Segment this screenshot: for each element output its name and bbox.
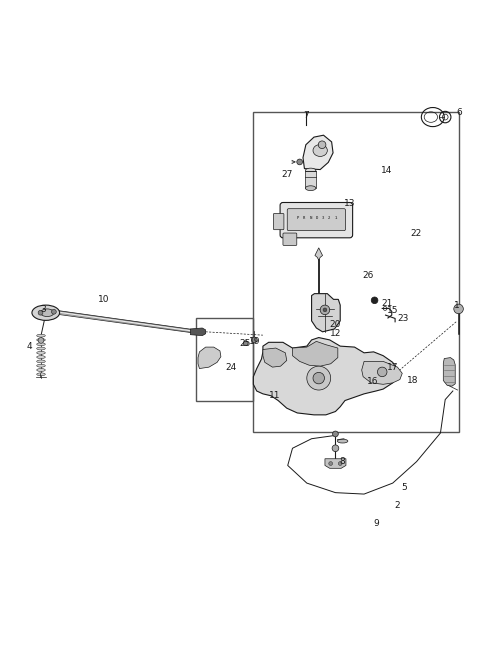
Text: 3: 3: [40, 305, 46, 314]
Ellipse shape: [305, 168, 316, 173]
Polygon shape: [303, 135, 333, 169]
Text: 12: 12: [330, 329, 341, 338]
Text: 3: 3: [322, 216, 324, 220]
FancyBboxPatch shape: [287, 209, 346, 231]
Circle shape: [297, 159, 302, 165]
Circle shape: [252, 337, 257, 343]
Ellipse shape: [36, 347, 45, 350]
Text: 19: 19: [249, 337, 260, 346]
Ellipse shape: [36, 338, 45, 341]
Polygon shape: [253, 338, 397, 415]
Ellipse shape: [313, 144, 327, 156]
FancyBboxPatch shape: [274, 213, 284, 230]
Polygon shape: [444, 358, 455, 386]
Ellipse shape: [36, 356, 45, 359]
Circle shape: [338, 462, 342, 466]
Circle shape: [332, 445, 339, 451]
Ellipse shape: [36, 369, 45, 371]
Text: 25: 25: [239, 338, 251, 348]
Circle shape: [51, 310, 56, 314]
Polygon shape: [191, 328, 205, 336]
Bar: [253, 112, 458, 432]
Circle shape: [38, 310, 43, 315]
Text: 10: 10: [98, 295, 110, 304]
Circle shape: [320, 305, 330, 315]
Bar: [305, 171, 316, 188]
Text: 2: 2: [395, 501, 400, 510]
Text: 26: 26: [362, 271, 373, 280]
Circle shape: [377, 367, 387, 377]
Text: 15: 15: [387, 306, 398, 316]
Text: 17: 17: [387, 363, 398, 372]
Ellipse shape: [40, 309, 54, 317]
Circle shape: [243, 341, 248, 346]
Ellipse shape: [36, 373, 45, 376]
Polygon shape: [325, 459, 346, 468]
Text: 2: 2: [328, 216, 330, 220]
Polygon shape: [263, 348, 287, 367]
Text: 23: 23: [397, 314, 409, 323]
Text: 9: 9: [373, 519, 379, 528]
Text: 14: 14: [381, 166, 393, 175]
Circle shape: [333, 431, 338, 437]
Circle shape: [371, 297, 378, 304]
Ellipse shape: [32, 305, 60, 320]
Text: 22: 22: [410, 229, 421, 238]
Text: R: R: [303, 216, 306, 220]
Polygon shape: [312, 294, 340, 332]
Text: 1: 1: [454, 300, 460, 310]
Text: D: D: [316, 216, 318, 220]
Circle shape: [38, 338, 44, 343]
Text: 11: 11: [269, 391, 280, 400]
Circle shape: [329, 462, 333, 466]
Bar: [196, 318, 253, 401]
Circle shape: [318, 141, 326, 148]
Polygon shape: [315, 248, 323, 260]
Text: 18: 18: [407, 376, 419, 385]
Ellipse shape: [305, 186, 316, 190]
Ellipse shape: [36, 352, 45, 354]
Polygon shape: [198, 347, 221, 369]
Text: 21: 21: [381, 298, 393, 308]
Text: 20: 20: [330, 319, 341, 329]
Circle shape: [307, 366, 331, 390]
Polygon shape: [362, 361, 402, 384]
FancyBboxPatch shape: [283, 233, 297, 245]
Ellipse shape: [36, 360, 45, 363]
Ellipse shape: [36, 334, 45, 337]
Ellipse shape: [36, 343, 45, 346]
Text: N: N: [310, 216, 312, 220]
Ellipse shape: [337, 440, 348, 443]
Text: 4: 4: [26, 342, 32, 351]
Text: 1: 1: [334, 216, 336, 220]
FancyBboxPatch shape: [280, 203, 353, 238]
Circle shape: [454, 304, 463, 314]
Text: 7: 7: [303, 111, 309, 120]
Polygon shape: [292, 341, 338, 366]
Text: 24: 24: [226, 363, 237, 372]
Text: 27: 27: [281, 170, 292, 179]
Circle shape: [323, 308, 327, 312]
Text: 5: 5: [402, 483, 408, 493]
Ellipse shape: [36, 364, 45, 367]
Text: P: P: [297, 216, 300, 220]
Text: 8: 8: [339, 457, 345, 466]
Circle shape: [313, 373, 324, 384]
Text: 6: 6: [456, 108, 462, 117]
Text: 13: 13: [344, 199, 356, 209]
Text: 16: 16: [367, 377, 378, 386]
